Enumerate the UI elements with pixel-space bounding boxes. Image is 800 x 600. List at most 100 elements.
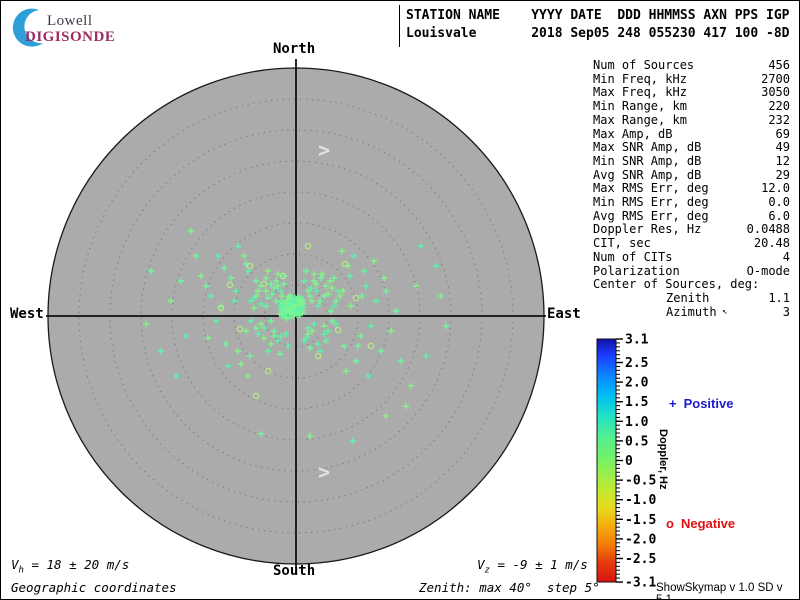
source-point-positive	[300, 337, 308, 345]
stats-row: Min SNR Amp, dB 12	[593, 153, 790, 168]
logo-crescent-icon	[12, 8, 43, 47]
stats-panel: Num of Sources 456 Min Freq, kHz 2700 Max Fr…	[593, 58, 790, 319]
source-point-negative	[264, 367, 272, 375]
source-point-positive	[284, 342, 292, 350]
colorbar-tick-label: -0.5	[625, 474, 656, 489]
source-point-positive	[264, 294, 272, 302]
source-point-positive	[274, 270, 282, 278]
source-point-positive	[287, 296, 295, 304]
stats-row: Max RMS Err, deg 12.0	[593, 181, 790, 196]
colorbar-tick-label: -1.0	[625, 493, 656, 508]
source-point-negative	[352, 294, 360, 302]
colorbar-axis-label: Doppler, Hz	[657, 429, 669, 490]
source-point-positive	[330, 302, 338, 310]
source-point-positive	[417, 242, 425, 250]
source-point-positive	[310, 320, 318, 328]
app-version-label: ShowSkymap v 1.0 SD v 5.1	[656, 582, 783, 600]
stats-row: Max SNR Amp, dB 49	[593, 140, 790, 155]
source-point-positive	[302, 267, 310, 275]
header-columns: STATION NAME YYYY DATE DDD HHMMSS AXN PP…	[406, 8, 790, 23]
source-point-negative	[226, 281, 234, 289]
source-point-positive	[316, 297, 324, 305]
compass-south: South	[273, 563, 316, 579]
source-point-negative	[246, 262, 254, 270]
stats-row: Min Freq, kHz 2700	[593, 71, 790, 86]
source-point-positive	[422, 352, 430, 360]
source-point-positive	[267, 340, 275, 348]
chevron-mark-icon: >	[318, 138, 330, 162]
source-point-positive	[324, 327, 332, 335]
source-point-positive	[220, 264, 228, 272]
source-point-positive	[349, 437, 357, 445]
source-point-positive	[270, 284, 278, 292]
source-point-positive	[432, 262, 440, 270]
source-point-positive	[252, 324, 260, 332]
source-point-positive	[182, 332, 190, 340]
source-point-negative	[279, 272, 287, 280]
stats-row: Polarization O-mode	[593, 263, 790, 278]
plus-marker-icon: +	[669, 396, 677, 411]
source-point-positive	[314, 302, 322, 310]
source-point-positive	[330, 274, 338, 282]
source-point-positive	[392, 307, 400, 315]
source-point-positive	[289, 303, 297, 311]
source-point-positive	[318, 270, 326, 278]
source-point-positive	[332, 320, 340, 328]
source-point-positive	[257, 300, 265, 308]
source-point-positive	[240, 252, 248, 260]
colorbar-tick-label: 1.0	[625, 415, 649, 430]
source-point-positive	[306, 432, 314, 440]
source-point-positive	[310, 270, 318, 278]
stats-row: Max Range, km 232	[593, 112, 790, 127]
stats-row: Min RMS Err, deg 0.0	[593, 195, 790, 210]
source-point-positive	[177, 277, 185, 285]
source-point-positive	[324, 290, 332, 298]
stats-row: Center of Sources, deg:	[593, 277, 760, 292]
source-point-positive	[276, 310, 284, 318]
colorbar-tick-label: 2.5	[625, 356, 648, 371]
stats-row: Azimuth ↖ 3	[666, 304, 790, 319]
vertical-velocity-readout: Vz = -9 ± 1 m/s	[477, 557, 588, 576]
source-point-positive	[207, 292, 215, 300]
header-values: Louisvale 2018 Sep05 248 055230 417 100 …	[406, 26, 790, 41]
source-point-positive	[234, 347, 242, 355]
source-point-negative	[314, 352, 322, 360]
source-point-positive	[277, 332, 285, 340]
stats-row: Avg RMS Err, deg 6.0	[593, 208, 790, 223]
source-point-positive	[367, 322, 375, 330]
colorbar-tick-label: -2.0	[625, 532, 656, 547]
stats-row: Doppler Res, Hz 0.0488	[593, 222, 790, 237]
source-point-positive	[327, 307, 335, 315]
source-point-positive	[237, 360, 245, 368]
source-point-positive	[264, 347, 272, 355]
source-point-positive	[272, 277, 280, 285]
source-point-positive	[380, 274, 388, 282]
circle-marker-icon: o	[666, 516, 674, 531]
source-point-positive	[277, 298, 285, 306]
colorbar-tick-label: 0	[625, 454, 633, 469]
source-point-positive	[412, 282, 420, 290]
logo-text-lowell: Lowell	[47, 13, 93, 29]
source-point-positive	[295, 301, 303, 309]
source-point-positive	[350, 252, 358, 260]
source-point-positive	[254, 330, 262, 338]
source-point-positive	[267, 280, 275, 288]
stats-row: Min Range, km 220	[593, 99, 790, 114]
coordinates-note: Geographic coordinates	[11, 580, 177, 595]
source-point-positive	[242, 327, 250, 335]
source-point-positive	[290, 310, 298, 318]
source-point-positive	[286, 292, 294, 300]
source-point-positive	[232, 287, 240, 295]
source-point-positive	[282, 330, 290, 338]
source-point-positive	[214, 252, 222, 260]
stats-row: CIT, sec 20.48	[593, 236, 790, 251]
source-point-positive	[283, 300, 291, 308]
source-point-positive	[352, 357, 360, 365]
source-point-positive	[328, 317, 336, 325]
source-point-positive	[437, 292, 445, 300]
source-point-positive	[336, 292, 344, 300]
stats-row: Num of Sources 456	[593, 58, 790, 72]
source-point-positive	[202, 282, 210, 290]
source-point-positive	[247, 317, 255, 325]
source-point-positive	[147, 267, 155, 275]
